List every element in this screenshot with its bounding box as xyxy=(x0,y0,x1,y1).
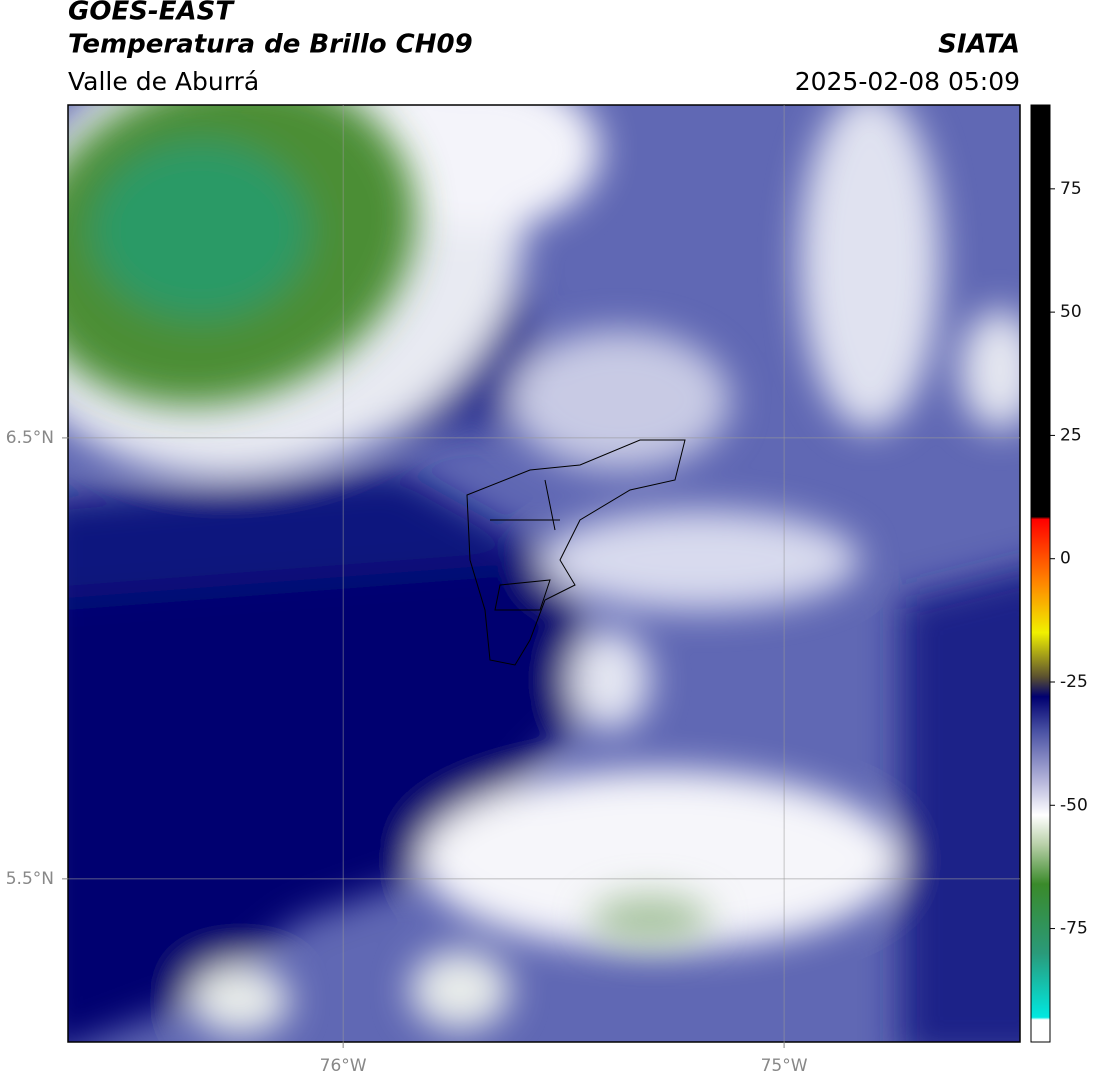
datetime: 2025-02-08 05:09 xyxy=(795,67,1020,96)
colorbar xyxy=(1030,104,1051,1043)
colorbar-tick-label: -50 xyxy=(1060,795,1088,815)
title: GOES-EAST xyxy=(68,0,235,27)
x-tick-label: 76°W xyxy=(320,1056,367,1076)
colorbar-tick-label: -25 xyxy=(1060,672,1088,692)
y-tick-label: 6.5°N xyxy=(6,428,54,448)
region: Valle de Aburrá xyxy=(68,67,259,96)
subtitle: Temperatura de Brillo CH09 xyxy=(68,30,473,60)
colorbar-tick-label: 25 xyxy=(1060,425,1082,445)
satellite-image xyxy=(68,105,1020,1042)
x-tick-label: 75°W xyxy=(761,1056,808,1076)
colorbar-tick-label: -75 xyxy=(1060,919,1088,939)
colorbar-tick-label: 0 xyxy=(1060,549,1071,569)
y-tick-label: 5.5°N xyxy=(6,869,54,889)
colorbar-tick-label: 50 xyxy=(1060,302,1082,322)
source: SIATA xyxy=(938,30,1020,60)
map-frame xyxy=(67,104,1021,1043)
colorbar-tick-label: 75 xyxy=(1060,179,1082,199)
